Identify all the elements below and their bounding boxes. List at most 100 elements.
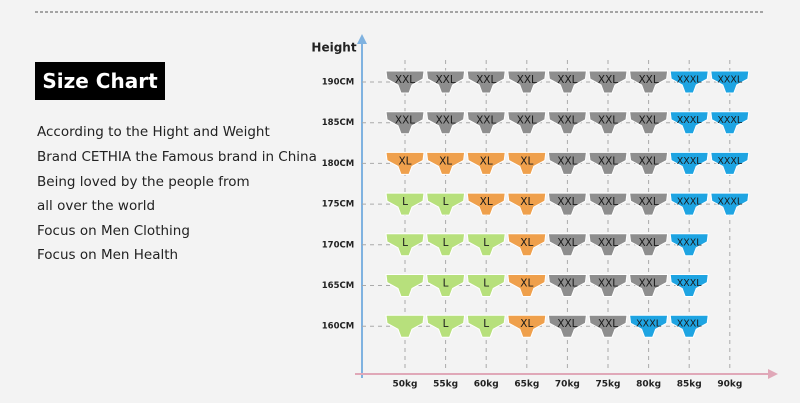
- weight-label: 60kg: [474, 380, 499, 390]
- size-icon: [629, 70, 669, 94]
- description-line: Being loved by the people from: [37, 174, 250, 190]
- weight-label: 65kg: [514, 380, 539, 390]
- size-label: XXL: [598, 237, 618, 249]
- size-icon: [588, 151, 628, 175]
- size-icon: [466, 192, 506, 216]
- size-label: XXL: [638, 155, 658, 167]
- size-icon: [588, 314, 628, 338]
- weight-label: 75kg: [596, 380, 621, 390]
- height-label: 165CM: [322, 281, 354, 291]
- size-label: XXL: [557, 115, 577, 127]
- height-label: 185CM: [322, 118, 354, 128]
- size-icon: [547, 274, 587, 297]
- size-label: XXL: [557, 155, 577, 167]
- height-label: 190CM: [322, 78, 354, 88]
- height-label: 170CM: [322, 240, 354, 250]
- size-label: XXL: [598, 115, 618, 127]
- size-icon: [385, 192, 425, 216]
- size-icon: [426, 274, 466, 297]
- size-label: XXXL: [717, 197, 743, 208]
- size-label: XXL: [395, 115, 415, 127]
- size-icon: [669, 274, 709, 297]
- size-icon: [547, 314, 587, 338]
- size-label: L: [443, 196, 449, 208]
- size-icon: [507, 274, 547, 297]
- size-label: XXL: [638, 278, 658, 290]
- description-line: Brand CETHIA the Famous brand in China: [37, 149, 317, 165]
- size-icon: [426, 233, 466, 257]
- height-label: 160CM: [322, 322, 354, 332]
- size-icon: [547, 192, 587, 216]
- size-label: XL: [520, 318, 533, 330]
- size-label: XXL: [476, 115, 496, 127]
- size-label: XXL: [638, 237, 658, 249]
- size-icon: [507, 314, 547, 338]
- size-icon: [466, 111, 506, 135]
- size-label: XXXL: [677, 75, 703, 86]
- size-icon: [426, 314, 466, 338]
- size-icon: [669, 151, 709, 175]
- weight-label: 90kg: [717, 380, 742, 390]
- size-label: XL: [398, 155, 411, 167]
- size-label: L: [443, 278, 449, 290]
- size-label: L: [402, 196, 408, 208]
- size-icon: [588, 233, 628, 257]
- size-icon: [629, 274, 669, 297]
- size-label: XXL: [598, 318, 618, 330]
- size-label: XXXL: [636, 319, 662, 330]
- size-label: XXXL: [717, 115, 743, 126]
- size-label: XL: [480, 155, 493, 167]
- size-icon: [507, 70, 547, 94]
- size-label: XXL: [517, 115, 537, 127]
- weight-label: 80kg: [636, 380, 661, 390]
- size-label: XXL: [638, 115, 658, 127]
- size-icon: [669, 233, 709, 257]
- size-icon: [588, 111, 628, 135]
- weight-label: 70kg: [555, 380, 580, 390]
- size-icon: [385, 111, 425, 135]
- size-icon: [466, 151, 506, 175]
- height-label: 180CM: [322, 159, 354, 169]
- size-icon: [669, 314, 709, 338]
- size-label: XXXL: [677, 319, 703, 330]
- size-label: XXL: [598, 278, 618, 290]
- size-label: L: [443, 237, 449, 249]
- size-icon: [588, 192, 628, 216]
- size-icon: [426, 151, 466, 175]
- size-icon: [466, 274, 506, 297]
- y-axis-arrow: [357, 34, 367, 44]
- size-label: XL: [520, 278, 533, 290]
- size-icon: [629, 111, 669, 135]
- weight-label: 50kg: [393, 380, 418, 390]
- size-icon: [710, 70, 750, 94]
- description-line: all over the world: [37, 198, 156, 214]
- size-label: XXL: [557, 278, 577, 290]
- size-label: XXL: [557, 318, 577, 330]
- size-label: L: [402, 237, 408, 249]
- size-icon: [426, 192, 466, 216]
- size-icon: [669, 70, 709, 94]
- size-icon: [385, 151, 425, 175]
- size-label: XXL: [557, 237, 577, 249]
- size-label: XXL: [598, 155, 618, 167]
- size-icon: [629, 314, 669, 338]
- title: Size Chart: [35, 62, 165, 100]
- size-label: XXL: [598, 196, 618, 208]
- size-icon: [547, 151, 587, 175]
- size-label: XXL: [557, 74, 577, 86]
- size-icon: [385, 233, 425, 257]
- size-label: XXL: [557, 196, 577, 208]
- size-label: XXL: [476, 74, 496, 86]
- size-icon: [629, 192, 669, 216]
- size-label: XL: [480, 196, 493, 208]
- size-label: XXL: [395, 74, 415, 86]
- size-icon: [385, 70, 425, 94]
- size-icon: [669, 111, 709, 135]
- size-icon: [669, 192, 709, 216]
- size-label: XXXL: [717, 75, 743, 86]
- size-icon: [588, 274, 628, 297]
- size-label: XXXL: [717, 156, 743, 167]
- size-icon: [426, 70, 466, 94]
- size-icon: [426, 111, 466, 135]
